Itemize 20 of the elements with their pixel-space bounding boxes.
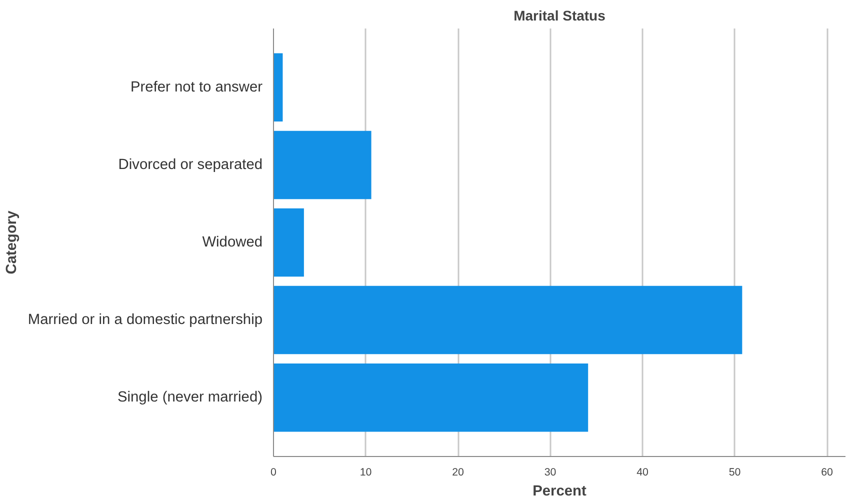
y-tick-label: Married or in a domestic partnership: [28, 312, 263, 328]
bar: [274, 363, 588, 432]
x-tick-label: 20: [452, 466, 464, 478]
y-tick-label: Single (never married): [118, 390, 263, 406]
bar: [274, 130, 372, 200]
x-tick-label: 10: [360, 466, 372, 478]
bar: [274, 286, 742, 354]
y-tick-label: Divorced or separated: [118, 156, 263, 173]
x-tick-label: 40: [636, 466, 649, 478]
bar: [274, 208, 304, 277]
x-tick-label: 30: [544, 466, 556, 478]
chart-title: Marital Status: [514, 8, 606, 24]
x-axis-title: Percent: [532, 484, 586, 500]
bar: [274, 53, 283, 122]
x-tick-label: 50: [728, 466, 741, 478]
x-tick-label: 60: [821, 466, 834, 478]
x-tick-label: 0: [270, 466, 277, 478]
y-tick-label: Widowed: [202, 234, 263, 250]
y-tick-label: Prefer not to answer: [130, 79, 263, 96]
y-axis-title: Category: [4, 210, 20, 274]
